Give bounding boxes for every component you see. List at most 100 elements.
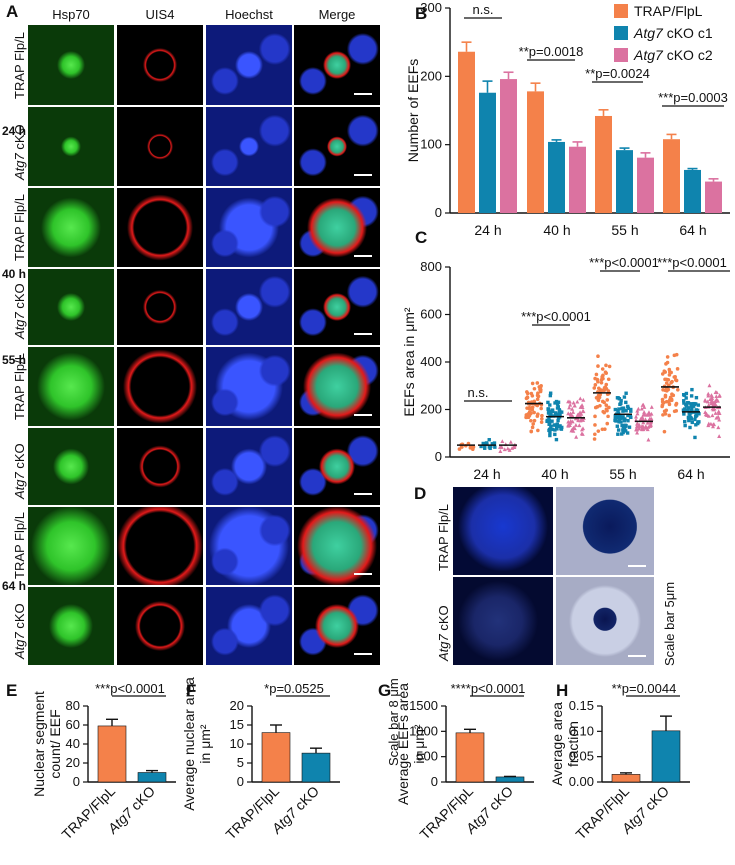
scatter-point <box>665 355 670 359</box>
scatter-point <box>623 417 627 421</box>
scatter-point <box>550 408 555 412</box>
scatter-point <box>624 423 628 428</box>
y-tick-label: 0 <box>431 774 438 789</box>
scatter-point <box>694 413 699 418</box>
legend-swatch <box>614 26 628 40</box>
bar-24h-s0 <box>458 51 475 213</box>
scatter-point <box>621 425 626 429</box>
y-tick-label: 0 <box>73 774 80 789</box>
scale-bar <box>354 333 372 335</box>
scatter-point <box>618 416 623 420</box>
y-tick-label: 0.10 <box>569 723 594 738</box>
scatter-point <box>626 413 630 418</box>
scatter-point <box>554 437 559 442</box>
scatter-point <box>693 435 697 440</box>
row-label-5: Atg7 cKO <box>12 443 27 499</box>
legend-label: Atg7 cKO c1 <box>633 25 713 41</box>
scatter-point <box>714 390 719 395</box>
x-category-label: 55 h <box>609 466 636 482</box>
scatter-point <box>624 391 628 395</box>
scatter-point <box>505 446 510 451</box>
scatter-point <box>636 424 641 429</box>
panel-d-row-label-1: Atg7 cKO <box>436 605 451 661</box>
scatter-point <box>619 398 623 403</box>
scatter-point <box>573 423 578 427</box>
y-tick-label: 200 <box>420 68 442 83</box>
scatter-point <box>717 393 722 398</box>
scatter-point <box>664 381 669 385</box>
micrograph-r3-hoechst <box>206 269 292 345</box>
scatter-point <box>560 410 564 414</box>
scatter-point <box>694 395 699 400</box>
scatter-point <box>635 421 640 426</box>
scatter-point <box>546 400 550 405</box>
scatter-point <box>706 393 711 398</box>
scatter-point <box>716 425 721 430</box>
scatter-point <box>525 406 529 410</box>
bar-55h-s0 <box>595 115 612 213</box>
scatter-point <box>599 380 604 385</box>
scatter-point <box>532 418 537 423</box>
panel-label-e: E <box>6 681 18 700</box>
scatter-point <box>570 419 575 424</box>
scatter-point <box>581 397 586 402</box>
y-tick-label: 5 <box>237 755 244 770</box>
chart-c-svg: 0 200 400 600 800 EEFs area in μm² 24 h 40 h 55 … <box>401 255 730 482</box>
scatter-point <box>572 426 577 431</box>
row-label-wrap: TRAP Flp/L <box>12 188 28 267</box>
scatter-point <box>558 424 562 428</box>
scatter-point <box>580 426 585 431</box>
chart-b-ylabel: Number of EEFs <box>405 59 421 162</box>
scatter-point <box>687 418 691 423</box>
scatter-point <box>598 389 603 393</box>
scatter-point <box>637 426 642 431</box>
scatter-point <box>604 363 608 368</box>
timepoint-label-3: 64 h <box>2 579 27 593</box>
scatter-point <box>550 427 554 432</box>
scatter-point <box>706 391 711 396</box>
scatter-point <box>483 446 487 450</box>
chart-ylabel-line1: Nuclear segment <box>31 691 47 797</box>
y-tick-label: 1500 <box>409 698 438 713</box>
scatter-point <box>673 378 678 382</box>
bar-55h-s1 <box>616 150 633 213</box>
chart-ylabel-line1: Average nuclear area <box>181 677 197 811</box>
scatter-point <box>597 395 602 400</box>
scatter-point <box>663 393 668 398</box>
scatter-point <box>547 410 552 414</box>
scatter-point <box>555 422 559 426</box>
panel-label-h: H <box>556 681 569 700</box>
chart-ylabel-line2: fraction <box>565 721 581 767</box>
significance-label: ***p=0.0003 <box>658 90 728 105</box>
scatter-point <box>498 449 503 454</box>
y-tick-label: 0.05 <box>569 749 594 764</box>
scatter-point <box>536 391 540 395</box>
scatter-point <box>593 405 598 410</box>
scatter-point <box>605 421 610 426</box>
micrograph-r2-uis4 <box>117 188 203 267</box>
chart-ylabel-line2: count/ EEF <box>47 709 63 778</box>
scatter-point <box>532 386 537 391</box>
scatter-point <box>703 410 708 414</box>
scatter-point <box>492 441 497 445</box>
scatter-point <box>660 397 665 402</box>
scatter-point <box>566 411 571 416</box>
scatter-point <box>535 381 540 385</box>
scatter-point <box>603 370 608 374</box>
scatter-point <box>546 407 550 411</box>
micrograph-r4-merge <box>294 347 380 426</box>
scatter-point <box>559 427 564 431</box>
scatter-point <box>555 402 560 406</box>
scatter-point <box>697 412 701 416</box>
scatter-point <box>536 428 540 433</box>
scatter-point <box>613 414 618 418</box>
scatter-point <box>682 401 686 405</box>
micrograph-r6-hoechst <box>206 507 292 585</box>
micrograph-r3-hsp70 <box>28 269 114 345</box>
micrograph-r7-hsp70 <box>28 587 114 665</box>
scatter-point <box>530 425 535 430</box>
scatter-point <box>529 429 534 434</box>
micrograph-r6-hsp70 <box>28 507 114 585</box>
significance-label: ****p<0.0001 <box>451 681 526 696</box>
scatter-point <box>600 367 605 371</box>
